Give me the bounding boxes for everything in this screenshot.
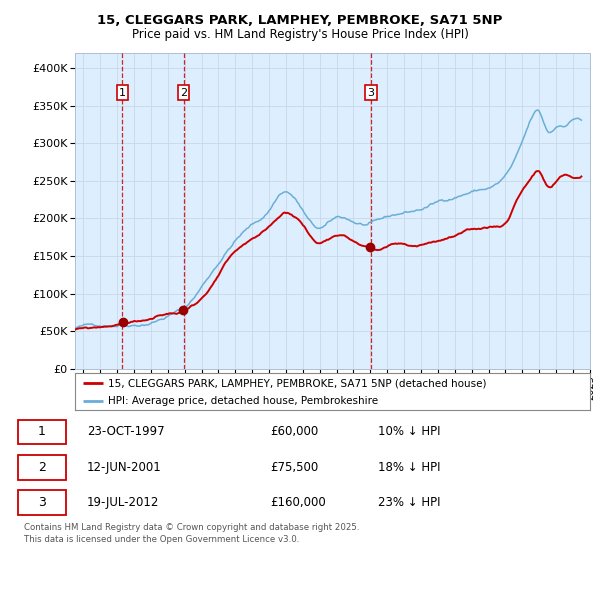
FancyBboxPatch shape xyxy=(18,490,66,515)
Text: Contains HM Land Registry data © Crown copyright and database right 2025.
This d: Contains HM Land Registry data © Crown c… xyxy=(24,523,359,544)
Text: 23-OCT-1997: 23-OCT-1997 xyxy=(87,425,164,438)
FancyBboxPatch shape xyxy=(18,419,66,444)
Text: 1: 1 xyxy=(38,425,46,438)
Text: 18% ↓ HPI: 18% ↓ HPI xyxy=(378,461,440,474)
Text: £160,000: £160,000 xyxy=(270,496,326,509)
Text: 2: 2 xyxy=(38,461,46,474)
Text: £60,000: £60,000 xyxy=(270,425,318,438)
Text: 10% ↓ HPI: 10% ↓ HPI xyxy=(378,425,440,438)
Point xyxy=(118,318,128,327)
Text: £75,500: £75,500 xyxy=(270,461,318,474)
Text: 19-JUL-2012: 19-JUL-2012 xyxy=(87,496,160,509)
FancyBboxPatch shape xyxy=(18,455,66,480)
Text: 15, CLEGGARS PARK, LAMPHEY, PEMBROKE, SA71 5NP: 15, CLEGGARS PARK, LAMPHEY, PEMBROKE, SA… xyxy=(97,14,503,27)
Text: Price paid vs. HM Land Registry's House Price Index (HPI): Price paid vs. HM Land Registry's House … xyxy=(131,28,469,41)
Text: 2: 2 xyxy=(180,87,187,97)
Text: HPI: Average price, detached house, Pembrokeshire: HPI: Average price, detached house, Pemb… xyxy=(109,396,379,406)
Point xyxy=(365,242,375,252)
Text: 3: 3 xyxy=(38,496,46,509)
Text: 3: 3 xyxy=(368,87,374,97)
Text: 15, CLEGGARS PARK, LAMPHEY, PEMBROKE, SA71 5NP (detached house): 15, CLEGGARS PARK, LAMPHEY, PEMBROKE, SA… xyxy=(109,378,487,388)
Text: 23% ↓ HPI: 23% ↓ HPI xyxy=(378,496,440,509)
Text: 1: 1 xyxy=(119,87,126,97)
Point xyxy=(179,306,188,315)
Text: 12-JUN-2001: 12-JUN-2001 xyxy=(87,461,162,474)
